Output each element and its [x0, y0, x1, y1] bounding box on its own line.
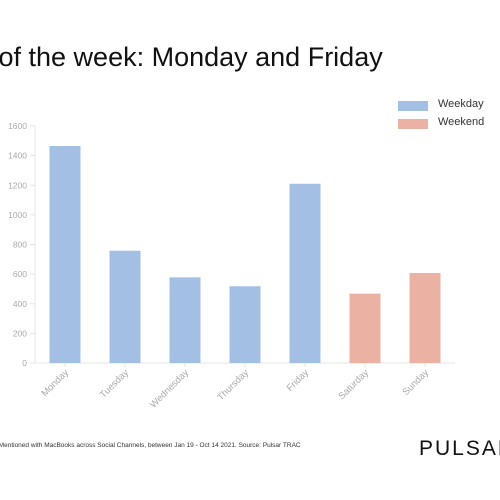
chart-title: ys of the week: Monday and Friday — [0, 42, 383, 72]
x-tick-label-wednesday: Wednesday — [148, 367, 191, 410]
bar-sunday — [409, 272, 441, 363]
legend-label-weekday: Weekday — [438, 98, 484, 110]
bar-thursday — [229, 286, 261, 363]
x-tick-label-tuesday: Tuesday — [98, 367, 131, 400]
legend-label-weekend: Weekend — [438, 116, 485, 128]
y-tick-label-200: 200 — [13, 328, 27, 338]
y-tick-label-600: 600 — [13, 269, 27, 279]
y-tick-label-800: 800 — [13, 240, 27, 250]
bar-wednesday — [169, 277, 201, 363]
legend-swatch-weekend — [398, 119, 428, 129]
y-tick-label-1600: 1600 — [8, 121, 27, 131]
y-tick-label-0: 0 — [22, 358, 27, 368]
legend-swatch-weekday — [398, 101, 428, 111]
y-tick-label-1400: 1400 — [8, 151, 27, 161]
x-tick-label-friday: Friday — [285, 367, 312, 394]
bar-friday — [289, 183, 321, 363]
y-tick-label-400: 400 — [13, 299, 27, 309]
pulsar-logo: PULSAR — [419, 437, 500, 460]
bar-saturday — [349, 293, 381, 363]
bar-tuesday — [109, 250, 141, 363]
x-tick-label-saturday: Saturday — [336, 367, 371, 402]
x-tick-label-sunday: Sunday — [401, 367, 432, 398]
x-tick-label-thursday: Thursday — [215, 367, 251, 403]
y-tick-label-1200: 1200 — [8, 180, 27, 190]
bar-monday — [49, 145, 81, 363]
x-tick-label-monday: Monday — [39, 367, 71, 399]
y-tick-label-1000: 1000 — [8, 210, 27, 220]
footnote: ek Mentioned with MacBooks across Social… — [0, 442, 301, 449]
